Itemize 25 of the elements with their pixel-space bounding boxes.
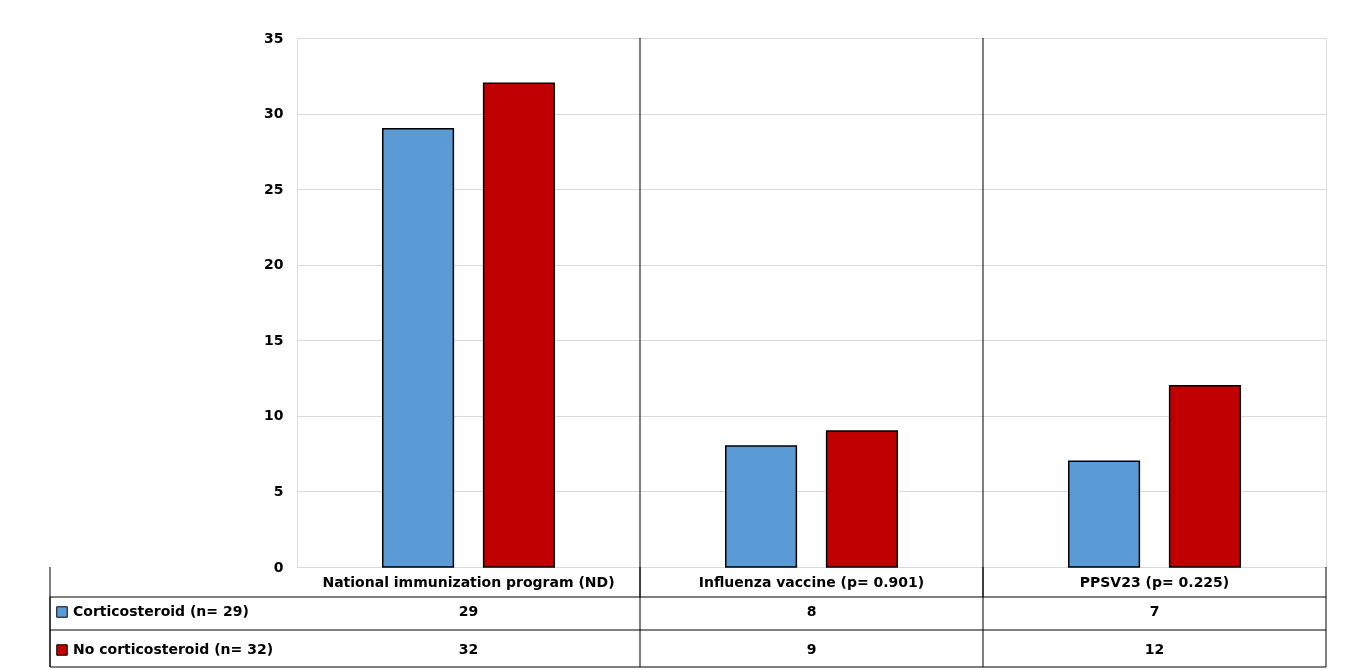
bar — [725, 445, 798, 568]
bar — [382, 127, 455, 568]
y-tick-label: 15 — [264, 331, 284, 348]
data-label: 9 — [806, 641, 817, 657]
x-tick-label: Influenza vaccine (p= 0.901) — [698, 574, 925, 590]
bar — [825, 430, 898, 568]
bar — [1068, 460, 1141, 568]
x-tick-label: PPSV23 (p= 0.225) — [1079, 574, 1230, 590]
y-tick-label: 20 — [264, 256, 284, 273]
y-tick-label: 25 — [264, 180, 284, 197]
data-label: 32 — [458, 641, 479, 657]
legend-label: Corticosteroid (n= 29) — [73, 603, 249, 619]
data-label: 7 — [1149, 603, 1160, 619]
data-label: 29 — [458, 603, 479, 619]
legend-label: No corticosteroid (n= 32) — [73, 641, 274, 657]
y-tick-label: 10 — [264, 407, 284, 424]
data-label: 12 — [1144, 641, 1165, 657]
y-tick-label: 5 — [273, 482, 284, 499]
data-label: 8 — [806, 603, 817, 619]
y-tick-label: 30 — [264, 105, 284, 122]
bar — [482, 82, 555, 568]
y-tick-label: 35 — [264, 29, 284, 46]
x-tick-label: National immunization program (ND) — [322, 574, 615, 590]
bar — [1168, 384, 1241, 568]
y-tick-label: 0 — [273, 558, 284, 575]
